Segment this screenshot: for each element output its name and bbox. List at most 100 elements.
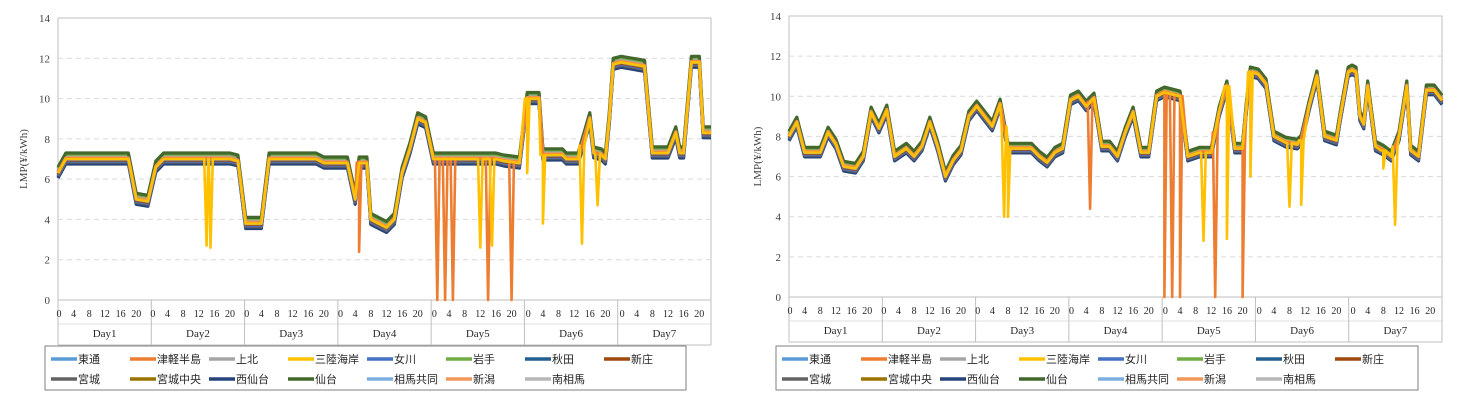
hour-tick-label: 4 [71,309,76,320]
hour-tick-label: 12 [1394,306,1404,317]
legend-item-label: 宮城 [809,372,831,386]
hour-tick-label: 0 [432,309,437,320]
y-tick-label: 0 [45,295,51,307]
hour-tick-label: 4 [1271,306,1276,317]
day-label: Day6 [559,328,583,340]
y-tick-label: 10 [39,94,51,106]
hour-tick-label: 16 [585,309,595,320]
hour-tick-label: 16 [1316,306,1326,317]
y-axis-label: LMP(¥/kWh) [752,126,764,186]
hour-tick-label: 8 [556,309,561,320]
hour-tick-label: 12 [663,309,673,320]
hour-tick-label: 0 [1257,306,1262,317]
hour-tick-label: 4 [1365,306,1370,317]
hour-tick-label: 0 [57,309,62,320]
hour-tick-label: 0 [1351,306,1356,317]
legend-item-label: 岩手 [1204,352,1226,366]
legend-item-label: 秋田 [1283,352,1305,366]
legend-item-label: 南相馬 [552,373,585,386]
hour-tick-label: 20 [600,309,610,320]
hour-tick-label: 0 [975,306,980,317]
hour-tick-label: 16 [940,306,950,317]
day-label: Day3 [279,328,303,340]
legend-item-label: 相馬共同 [394,373,438,386]
legend-item-label: 津軽半島 [888,352,932,366]
hour-tick-label: 0 [1163,306,1168,317]
hour-tick-label: 20 [694,309,704,320]
hour-tick-label: 16 [116,309,126,320]
hour-tick-label: 0 [150,309,155,320]
hour-tick-label: 12 [569,309,579,320]
hour-tick-label: 12 [475,309,485,320]
hour-tick-label: 20 [1144,306,1154,317]
hour-tick-label: 20 [225,309,235,320]
hour-tick-label: 12 [831,306,841,317]
y-tick-label: 2 [45,255,51,267]
series-line-三陸海岸 [787,68,1444,243]
day-label: Day7 [652,328,676,340]
hour-tick-label: 0 [881,306,886,317]
hour-tick-label: 8 [912,306,917,317]
hour-tick-label: 8 [87,309,92,320]
day-label: Day4 [1104,325,1128,337]
hour-tick-label: 12 [1019,306,1029,317]
hour-tick-label: 16 [209,309,219,320]
hour-tick-label: 8 [1099,306,1104,317]
hour-tick-label: 0 [620,309,625,320]
hour-tick-label: 4 [1178,306,1183,317]
legend-item-label: 西仙台 [236,372,269,386]
legend-item-label: 東通 [809,353,831,366]
hour-tick-label: 4 [540,309,545,320]
hour-tick-label: 16 [491,309,501,320]
legend-item-label: 女川 [394,352,416,366]
y-tick-label: 6 [776,172,782,184]
hour-tick-label: 16 [303,309,313,320]
legend-item-label: 秋田 [552,352,574,366]
y-tick-label: 10 [770,91,782,103]
y-tick-label: 8 [45,134,51,146]
hour-tick-label: 16 [1034,306,1044,317]
hour-tick-label: 8 [368,309,373,320]
hour-tick-label: 12 [194,309,204,320]
hour-tick-label: 12 [1206,306,1216,317]
hour-tick-label: 0 [338,309,343,320]
legend-item-label: 宮城中央 [157,372,201,386]
hour-tick-label: 0 [788,306,793,317]
y-tick-label: 12 [39,53,50,65]
hour-tick-label: 8 [1381,306,1386,317]
legend-item-label: 相馬共同 [1125,373,1169,386]
hour-tick-label: 20 [1050,306,1060,317]
hour-tick-label: 20 [1425,306,1435,317]
hour-tick-label: 20 [862,306,872,317]
hour-tick-label: 0 [244,309,249,320]
hour-tick-label: 4 [447,309,452,320]
legend [775,345,1419,391]
hour-tick-label: 8 [462,309,467,320]
hour-tick-label: 8 [650,309,655,320]
hour-tick-label: 12 [1112,306,1122,317]
y-tick-label: 2 [776,252,782,264]
hour-tick-label: 4 [990,306,995,317]
day-label: Day1 [824,325,848,337]
y-tick-label: 4 [776,212,782,224]
day-label: Day4 [373,328,397,340]
day-label: Day5 [466,328,490,340]
legend-item-label: 仙台 [1046,372,1068,386]
y-tick-label: 6 [45,174,51,186]
y-tick-label: 14 [39,13,51,25]
y-axis-label: LMP(¥/kWh) [18,129,30,189]
hour-tick-label: 16 [1410,306,1420,317]
legend-item-label: 新庄 [631,352,653,366]
hour-tick-label: 0 [1069,306,1074,317]
hour-tick-label: 16 [847,306,857,317]
hour-tick-label: 4 [353,309,358,320]
hour-tick-label: 20 [413,309,423,320]
legend-item-label: 上北 [236,353,258,366]
hour-tick-label: 20 [507,309,517,320]
hour-tick-label: 20 [1238,306,1248,317]
y-tick-label: 4 [45,214,51,226]
hour-tick-label: 12 [925,306,935,317]
legend-item-label: 宮城中央 [888,372,932,386]
